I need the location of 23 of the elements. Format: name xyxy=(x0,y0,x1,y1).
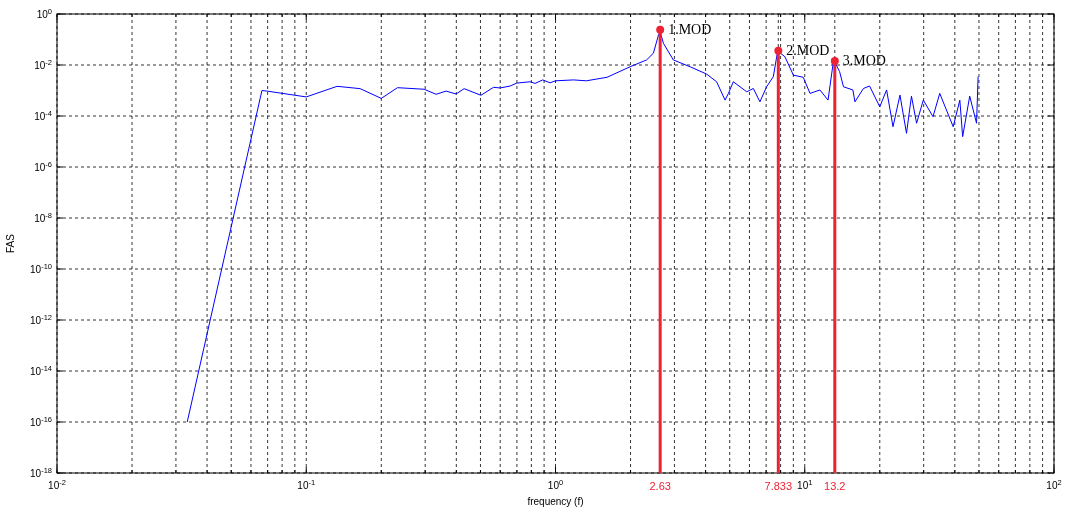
y-tick-label: 10$^{-12}$ xyxy=(30,312,52,326)
x-axis-title: frequency (f) xyxy=(527,496,584,507)
x-tick-label: 13.2 xyxy=(824,480,846,492)
x-tick-label: 10$^{0}$ xyxy=(547,477,564,491)
y-tick-label: 10$^{-10}$ xyxy=(30,261,52,275)
x-tick-label: 10$^{-1}$ xyxy=(297,477,316,491)
y-tick-label: 10$^{0}$ xyxy=(36,6,52,20)
x-tick-label: 10$^{1}$ xyxy=(797,477,813,491)
y-tick-label: 10$^{-6}$ xyxy=(34,159,52,173)
y-tick-label: 10$^{-18}$ xyxy=(30,465,52,479)
x-tick-label: 10$^{-2}$ xyxy=(48,477,66,491)
y-tick-label: 10$^{-16}$ xyxy=(30,414,52,428)
y-tick-label: 10$^{-4}$ xyxy=(34,108,52,122)
x-tick-label: 7.833 xyxy=(764,480,793,492)
y-axis-title: FAS xyxy=(5,233,16,253)
annotation: 2.MOD xyxy=(786,42,830,58)
x-tick-label: 2.63 xyxy=(649,480,671,492)
y-tick-label: 10$^{-8}$ xyxy=(34,210,52,224)
y-tick-label: 10$^{-14}$ xyxy=(30,363,52,377)
annotation: 3.MOD xyxy=(842,52,886,68)
x-tick-label: 10$^{2}$ xyxy=(1046,477,1062,491)
annotation: 1.MOD xyxy=(668,21,712,37)
y-tick-label: 10$^{-2}$ xyxy=(34,57,52,71)
